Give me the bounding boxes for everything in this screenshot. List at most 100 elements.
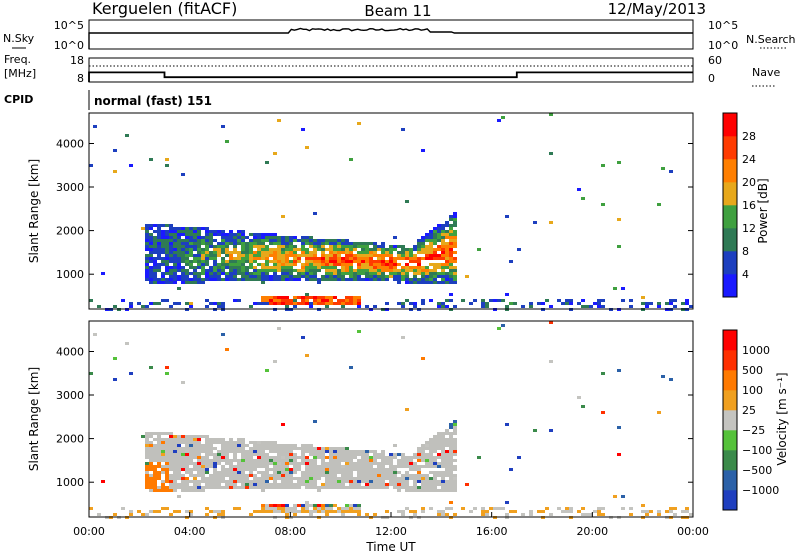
power-cell xyxy=(321,242,325,245)
power-cell xyxy=(173,239,177,242)
power-cell xyxy=(269,251,273,254)
velocity-cell xyxy=(293,465,297,468)
power-cell xyxy=(165,164,169,167)
velocity-cell xyxy=(445,456,449,459)
power-cell xyxy=(173,233,177,236)
velocity-cell xyxy=(277,486,281,489)
power-cell xyxy=(221,260,225,263)
power-cell xyxy=(257,254,261,257)
velocity-cell xyxy=(325,483,329,486)
power-cell xyxy=(189,260,193,263)
power-cell xyxy=(449,257,453,260)
nsky-label: N.Sky xyxy=(3,32,35,45)
power-cell xyxy=(425,236,429,239)
power-cell xyxy=(145,224,149,227)
velocity-cell xyxy=(229,462,233,465)
velocity-cell xyxy=(241,474,245,477)
velocity-cell xyxy=(405,507,409,510)
power-cell xyxy=(181,248,185,251)
power-cell xyxy=(561,302,565,305)
velocity-cell xyxy=(285,513,289,516)
velocity-cell xyxy=(325,450,329,453)
power-cell xyxy=(273,299,277,302)
power-cell xyxy=(425,266,429,269)
power-cell xyxy=(273,275,277,278)
power-cell xyxy=(289,263,293,266)
power-cell xyxy=(221,236,225,239)
velocity-cell xyxy=(297,462,301,465)
power-cell xyxy=(177,269,181,272)
power-cell xyxy=(285,251,289,254)
power-cell xyxy=(389,275,393,278)
power-cell xyxy=(353,242,357,245)
freq-panel: Freq. [MHz] 18 8 60 0 Nave xyxy=(4,53,780,87)
velocity-cell xyxy=(389,468,393,471)
power-cell xyxy=(313,257,317,260)
velocity-cell xyxy=(265,510,269,513)
power-cell xyxy=(257,272,261,275)
velocity-cell xyxy=(169,441,173,444)
velocity-cell xyxy=(325,480,329,483)
velocity-cell xyxy=(173,486,177,489)
power-cell xyxy=(173,248,177,251)
power-cell xyxy=(205,305,209,308)
velocity-cell xyxy=(377,456,381,459)
power-cell xyxy=(173,230,177,233)
power-cell xyxy=(437,236,441,239)
velocity-cell xyxy=(341,465,345,468)
velocity-cell xyxy=(289,450,293,453)
power-cell xyxy=(165,269,169,272)
velocity-cell xyxy=(401,465,405,468)
power-cell xyxy=(357,251,361,254)
velocity-cell xyxy=(233,483,237,486)
velocity-cell xyxy=(213,468,217,471)
power-cell xyxy=(425,233,429,236)
velocity-cell xyxy=(229,480,233,483)
velocity-cell xyxy=(433,471,437,474)
power-cell xyxy=(165,158,169,161)
power-cell xyxy=(293,302,297,305)
velocity-cell xyxy=(417,453,421,456)
power-cell xyxy=(333,245,337,248)
velocity-cell xyxy=(237,486,241,489)
velocity-cell xyxy=(221,438,225,441)
velocity-cell xyxy=(617,426,621,429)
velocity-cell xyxy=(197,489,201,492)
velocity-cell xyxy=(349,483,353,486)
velocity-cell xyxy=(157,432,161,435)
power-cell xyxy=(185,236,189,239)
power-cell xyxy=(413,272,417,275)
power-cell xyxy=(393,272,397,275)
velocity-cell xyxy=(189,480,193,483)
velocity-cell xyxy=(121,507,125,510)
power-cell xyxy=(197,248,201,251)
power-cell xyxy=(329,278,333,281)
velocity-cell xyxy=(149,465,153,468)
power-cell xyxy=(205,254,209,257)
power-cell xyxy=(197,263,201,266)
velocity-cell xyxy=(193,468,197,471)
power-cell xyxy=(317,242,321,245)
velocity-cell xyxy=(417,465,421,468)
power-cell xyxy=(141,227,145,230)
velocity-cell xyxy=(257,453,261,456)
velocity-cell xyxy=(345,510,349,513)
nsky-right-tick-bottom: 10^0 xyxy=(708,39,738,52)
power-cell xyxy=(325,305,329,308)
power-cell xyxy=(293,269,297,272)
velocity-cell xyxy=(437,480,441,483)
colorbar-swatch-2 xyxy=(723,228,737,252)
power-cell xyxy=(241,257,245,260)
power-cell xyxy=(209,275,213,278)
power-cell xyxy=(309,302,313,305)
velocity-cell xyxy=(145,483,149,486)
velocity-cell xyxy=(177,483,181,486)
velocity-cell xyxy=(301,447,305,450)
velocity-cell xyxy=(437,444,441,447)
power-cell xyxy=(265,161,269,164)
power-cell xyxy=(481,305,485,308)
power-cell xyxy=(341,263,345,266)
velocity-cell xyxy=(201,447,205,450)
velocity-cell xyxy=(453,420,457,423)
velocity-cell xyxy=(341,486,345,489)
